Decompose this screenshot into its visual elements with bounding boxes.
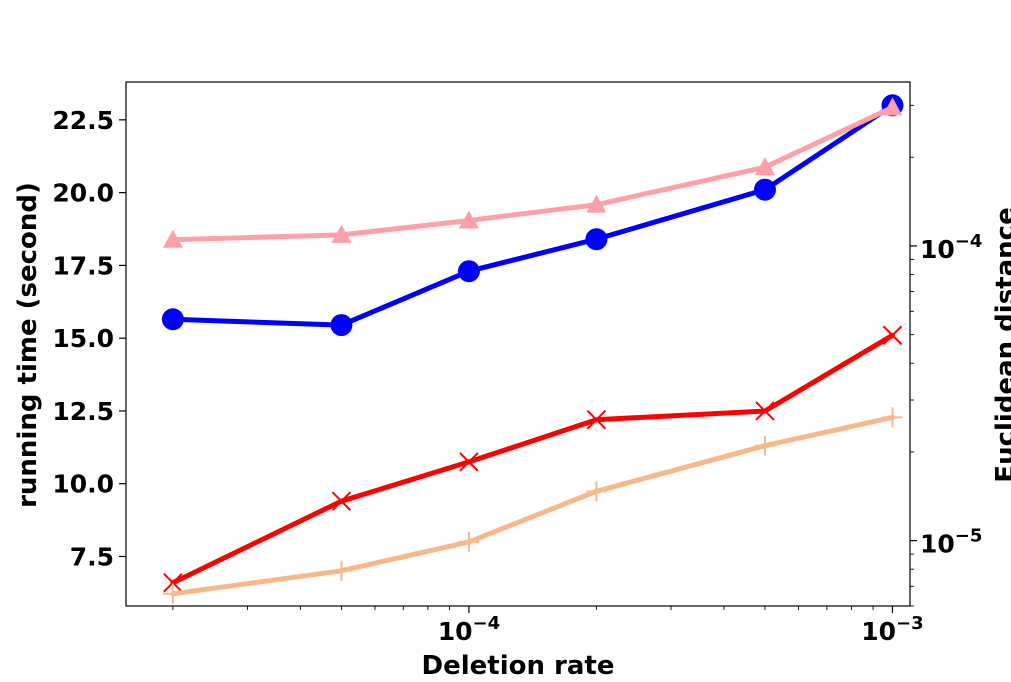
y-tick-label-6: 22.5 — [52, 106, 114, 135]
series-3-point-1 — [331, 560, 352, 581]
y-tick-label-2: 12.5 — [52, 397, 114, 426]
series-3-point-4 — [754, 435, 775, 456]
series-3-point-5 — [882, 407, 903, 428]
series-0-point-2 — [457, 260, 480, 283]
y-tick-label-4: 17.5 — [52, 251, 114, 280]
series-2-point-3 — [586, 194, 607, 213]
x-axis-label: Deletion rate — [422, 651, 615, 681]
y-tick-label-1: 10.0 — [52, 470, 114, 499]
plot-frame — [125, 81, 911, 607]
series-1-point-5 — [882, 325, 903, 345]
series-1-point-3 — [586, 409, 607, 430]
series-2-point-4 — [754, 157, 775, 176]
series-2 — [162, 97, 903, 248]
series-2-point-5 — [882, 97, 903, 116]
series-1-point-0 — [163, 573, 183, 593]
series-3-point-3 — [586, 481, 607, 502]
x-tick-label-0: 10−4 — [438, 613, 500, 646]
series-1-point-2 — [459, 452, 479, 472]
series-0-point-3 — [585, 228, 608, 251]
series-3-point-0 — [162, 583, 183, 604]
y2-tick-label-0: 10−5 — [920, 526, 982, 559]
series-1-line — [170, 332, 895, 586]
series-3-point-2 — [458, 531, 479, 552]
series-0-line — [170, 102, 895, 328]
y-axis-label: running time (second) — [13, 182, 43, 508]
series-0-point-4 — [753, 178, 776, 201]
plot-marks — [161, 94, 904, 604]
y2-axis-label: Euclidean distance — [991, 207, 1011, 482]
series-2-point-2 — [458, 210, 479, 229]
y2-tick-label-1: 10−4 — [920, 231, 982, 264]
series-3 — [162, 407, 903, 604]
axes: 7.5 10.0 12.5 15.0 17.5 20.0 22.5 10−4 10−3 10−5 1… — [52, 81, 982, 646]
series-0-point-0 — [161, 308, 184, 331]
series-1 — [163, 325, 903, 593]
series-2-point-0 — [162, 229, 183, 248]
series-1-point-4 — [755, 401, 775, 421]
series-3-line — [170, 414, 895, 597]
series-2-line — [170, 105, 895, 243]
series-2-point-1 — [331, 224, 352, 243]
x-tick-label-1: 10−3 — [861, 613, 923, 646]
y-tick-label-0: 7.5 — [70, 543, 114, 572]
series-1-point-1 — [331, 491, 352, 511]
y-tick-label-3: 15.0 — [52, 324, 114, 353]
y-tick-label-5: 20.0 — [52, 179, 114, 208]
series-0-point-1 — [330, 314, 353, 337]
series-0 — [161, 94, 904, 337]
